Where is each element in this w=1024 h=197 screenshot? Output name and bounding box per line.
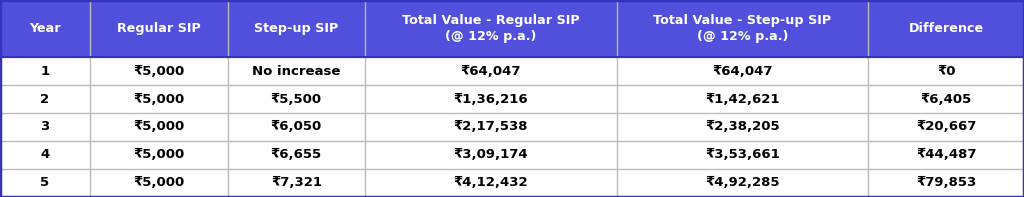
Text: 1: 1 xyxy=(40,64,49,77)
Text: ₹5,000: ₹5,000 xyxy=(133,93,184,106)
Text: ₹3,53,661: ₹3,53,661 xyxy=(706,149,780,162)
Text: ₹1,42,621: ₹1,42,621 xyxy=(706,93,780,106)
Text: ₹0: ₹0 xyxy=(937,64,955,77)
Text: ₹2,38,205: ₹2,38,205 xyxy=(706,121,780,134)
Text: ₹2,17,538: ₹2,17,538 xyxy=(454,121,528,134)
Bar xyxy=(366,141,616,169)
Text: ₹7,321: ₹7,321 xyxy=(271,177,322,190)
Bar xyxy=(366,169,616,197)
Text: ₹1,36,216: ₹1,36,216 xyxy=(454,93,528,106)
Text: Year: Year xyxy=(29,22,60,35)
Bar xyxy=(616,169,868,197)
Bar xyxy=(227,0,366,57)
Text: ₹5,000: ₹5,000 xyxy=(133,121,184,134)
Bar xyxy=(868,0,1024,57)
Text: ₹5,000: ₹5,000 xyxy=(133,149,184,162)
Text: No increase: No increase xyxy=(252,64,341,77)
Text: Regular SIP: Regular SIP xyxy=(117,22,201,35)
Bar xyxy=(366,57,616,85)
Text: ₹3,09,174: ₹3,09,174 xyxy=(454,149,528,162)
Text: 3: 3 xyxy=(40,121,49,134)
Bar xyxy=(227,85,366,113)
Bar xyxy=(90,85,227,113)
Text: ₹5,000: ₹5,000 xyxy=(133,64,184,77)
Bar xyxy=(90,0,227,57)
Bar xyxy=(90,113,227,141)
Text: Difference: Difference xyxy=(908,22,984,35)
Bar xyxy=(868,169,1024,197)
Bar xyxy=(868,141,1024,169)
Text: Total Value - Step-up SIP
(@ 12% p.a.): Total Value - Step-up SIP (@ 12% p.a.) xyxy=(653,14,831,43)
Text: ₹44,487: ₹44,487 xyxy=(915,149,977,162)
Text: ₹64,047: ₹64,047 xyxy=(461,64,521,77)
Text: 4: 4 xyxy=(40,149,49,162)
Bar xyxy=(0,169,90,197)
Bar xyxy=(616,0,868,57)
Text: ₹20,667: ₹20,667 xyxy=(915,121,976,134)
Text: ₹5,000: ₹5,000 xyxy=(133,177,184,190)
Bar xyxy=(227,57,366,85)
Bar xyxy=(616,113,868,141)
Text: ₹6,655: ₹6,655 xyxy=(271,149,322,162)
Text: ₹5,500: ₹5,500 xyxy=(271,93,322,106)
Text: 2: 2 xyxy=(40,93,49,106)
Bar xyxy=(366,85,616,113)
Text: ₹64,047: ₹64,047 xyxy=(713,64,773,77)
Bar xyxy=(868,57,1024,85)
Text: Total Value - Regular SIP
(@ 12% p.a.): Total Value - Regular SIP (@ 12% p.a.) xyxy=(402,14,580,43)
Bar xyxy=(90,57,227,85)
Text: ₹4,12,432: ₹4,12,432 xyxy=(454,177,528,190)
Bar xyxy=(90,141,227,169)
Bar xyxy=(868,113,1024,141)
Bar xyxy=(616,141,868,169)
Text: ₹6,405: ₹6,405 xyxy=(921,93,972,106)
Bar xyxy=(227,113,366,141)
Bar xyxy=(0,85,90,113)
Bar xyxy=(366,0,616,57)
Bar xyxy=(0,57,90,85)
Bar xyxy=(0,0,90,57)
Bar xyxy=(0,141,90,169)
Text: ₹79,853: ₹79,853 xyxy=(916,177,976,190)
Bar xyxy=(366,113,616,141)
Bar xyxy=(90,169,227,197)
Bar xyxy=(227,141,366,169)
Bar xyxy=(616,57,868,85)
Text: Step-up SIP: Step-up SIP xyxy=(254,22,339,35)
Text: ₹6,050: ₹6,050 xyxy=(270,121,322,134)
Bar xyxy=(616,85,868,113)
Bar xyxy=(868,85,1024,113)
Text: ₹4,92,285: ₹4,92,285 xyxy=(706,177,780,190)
Text: 5: 5 xyxy=(40,177,49,190)
Bar xyxy=(227,169,366,197)
Bar xyxy=(0,113,90,141)
